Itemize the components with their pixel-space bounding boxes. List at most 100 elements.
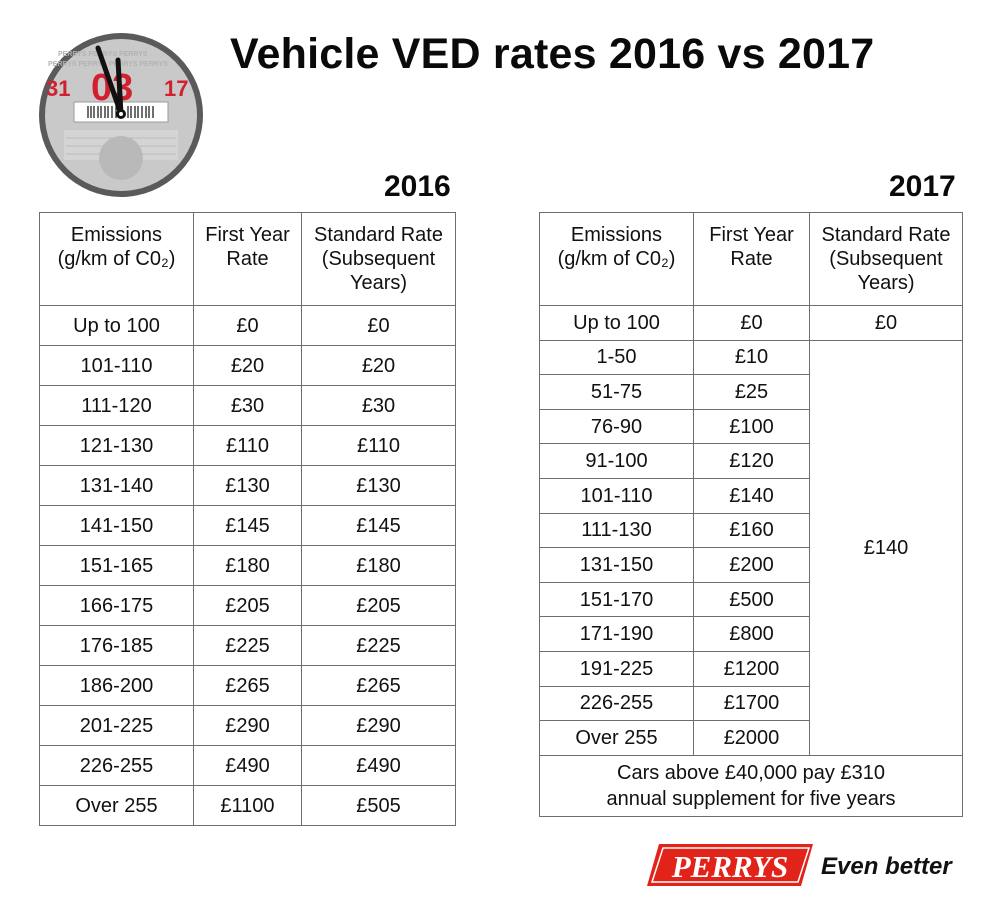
emissions-cell: 91-100 xyxy=(539,443,694,479)
emissions-cell: 76-90 xyxy=(539,408,694,445)
table-row: 121-130 £110 £110 xyxy=(39,425,456,466)
standard-rate-cell: £205 xyxy=(301,585,456,626)
first-year-cell: £500 xyxy=(693,581,810,618)
emissions-cell: 151-165 xyxy=(39,545,194,586)
emissions-cell: Up to 100 xyxy=(39,305,194,346)
emissions-cell: 226-255 xyxy=(39,745,194,786)
emissions-cell: Over 255 xyxy=(39,785,194,826)
perrys-logo: PERRYS Even better xyxy=(647,844,953,886)
table-row: 91-100 £120 xyxy=(539,443,963,479)
standard-rate-cell: £505 xyxy=(301,785,456,826)
svg-text:17: 17 xyxy=(164,76,188,101)
emissions-cell: 111-130 xyxy=(539,512,694,549)
emissions-cell: 121-130 xyxy=(39,425,194,466)
table-row: Over 255 £2000 xyxy=(539,720,963,756)
table-row: 166-175 £205 £205 xyxy=(39,585,456,626)
header-first-year: First Year Rate xyxy=(693,212,810,306)
standard-rate-merged-cell: £140 xyxy=(809,339,963,756)
table-row: 186-200 £265 £265 xyxy=(39,665,456,706)
table-row: 201-225 £290 £290 xyxy=(39,705,456,746)
svg-text:31: 31 xyxy=(46,76,70,101)
first-year-cell: £200 xyxy=(693,547,810,583)
first-year-cell: £160 xyxy=(693,512,810,549)
table-row: 131-150 £200 xyxy=(539,547,963,583)
first-year-cell: £290 xyxy=(193,705,302,746)
emissions-cell: 131-150 xyxy=(539,547,694,583)
supplement-note: Cars above £40,000 pay £310 annual suppl… xyxy=(539,754,963,817)
first-year-cell: £110 xyxy=(193,425,302,466)
standard-rate-cell: £180 xyxy=(301,545,456,586)
table-row: 111-120 £30 £30 xyxy=(39,385,456,426)
standard-rate-cell: £225 xyxy=(301,625,456,666)
rates-table-2016: Emissions (g/km of C0₂) First Year Rate … xyxy=(39,212,456,826)
emissions-cell: 101-110 xyxy=(39,345,194,386)
emissions-cell: 201-225 xyxy=(39,705,194,746)
first-year-cell: £30 xyxy=(193,385,302,426)
standard-rate-cell: £110 xyxy=(301,425,456,466)
header-emissions-text: Emissions (g/km of C0₂) xyxy=(557,224,676,270)
first-year-cell: £20 xyxy=(193,345,302,386)
year-heading-2017: 2017 xyxy=(889,170,956,203)
header-first-year: First Year Rate xyxy=(193,212,302,306)
standard-rate-cell: £490 xyxy=(301,745,456,786)
emissions-cell: 111-120 xyxy=(39,385,194,426)
emissions-cell: 176-185 xyxy=(39,625,194,666)
emissions-cell: 191-225 xyxy=(539,650,694,687)
emissions-cell: 51-75 xyxy=(539,374,694,410)
first-year-cell: £225 xyxy=(193,625,302,666)
svg-text:PERRYS PERRYS PERRYS PERRYS: PERRYS PERRYS PERRYS PERRYS xyxy=(48,61,168,68)
header-emissions: Emissions (g/km of C0₂) xyxy=(39,212,194,306)
first-year-cell: £140 xyxy=(693,477,810,514)
header-first-year-text: First Year Rate xyxy=(709,224,794,270)
table-row: Up to 100 £0 £0 xyxy=(39,305,456,346)
table-row: 226-255 £1700 xyxy=(539,685,963,722)
table-row: 176-185 £225 £225 xyxy=(39,625,456,666)
table-row: 171-190 £800 xyxy=(539,616,963,652)
table-row: 1-50 £10 £140 xyxy=(539,339,963,756)
table-row: 51-75 £25 xyxy=(539,374,963,410)
first-year-cell: £2000 xyxy=(693,720,810,756)
logo-tagline-text: Even better xyxy=(821,853,953,880)
table-row: 151-170 £500 xyxy=(539,581,963,618)
rates-table-2017: Emissions (g/km of C0₂) First Year Rate … xyxy=(539,212,963,817)
tax-disc-clock-icon: PERRYS PERRYS PERRYS PERRYS PERRYS PERRY… xyxy=(39,33,203,197)
emissions-cell: 226-255 xyxy=(539,685,694,722)
page-title: Vehicle VED rates 2016 vs 2017 xyxy=(230,30,875,78)
first-year-cell: £100 xyxy=(693,408,810,445)
emissions-cell: 101-110 xyxy=(539,477,694,514)
header-standard-rate: Standard Rate (Subsequent Years) xyxy=(809,212,963,306)
first-year-cell: £145 xyxy=(193,505,302,546)
first-year-cell: £25 xyxy=(693,374,810,410)
standard-rate-cell: £290 xyxy=(301,705,456,746)
emissions-cell: Up to 100 xyxy=(539,305,694,341)
first-year-cell: £120 xyxy=(693,443,810,479)
header-standard-rate: Standard Rate (Subsequent Years) xyxy=(301,212,456,306)
first-year-cell: £265 xyxy=(193,665,302,706)
table-row: Up to 100 £0 £0 xyxy=(539,305,963,341)
first-year-cell: £205 xyxy=(193,585,302,626)
first-year-cell: £0 xyxy=(193,305,302,346)
table-row: 111-130 £160 xyxy=(539,512,963,549)
first-year-cell: £130 xyxy=(193,465,302,506)
emissions-cell: 166-175 xyxy=(39,585,194,626)
header-emissions: Emissions (g/km of C0₂) xyxy=(539,212,694,306)
table-row: 226-255 £490 £490 xyxy=(39,745,456,786)
logo-red-slant xyxy=(647,844,813,886)
emissions-cell: 1-50 xyxy=(539,339,694,376)
emissions-cell: 171-190 xyxy=(539,616,694,652)
emissions-cell: 151-170 xyxy=(539,581,694,618)
first-year-cell: £10 xyxy=(693,339,810,376)
standard-rate-cell: £145 xyxy=(301,505,456,546)
emissions-cell: Over 255 xyxy=(539,720,694,756)
table-row: 101-110 £20 £20 xyxy=(39,345,456,386)
table-row: 101-110 £140 xyxy=(539,477,963,514)
first-year-cell: £1100 xyxy=(193,785,302,826)
table-row: 131-140 £130 £130 xyxy=(39,465,456,506)
standard-rate-cell: £130 xyxy=(301,465,456,506)
table-row: 141-150 £145 £145 xyxy=(39,505,456,546)
note-row: Cars above £40,000 pay £310 annual suppl… xyxy=(539,754,963,817)
first-year-cell: £490 xyxy=(193,745,302,786)
header-standard-rate-text: Standard Rate (Subsequent Years) xyxy=(821,224,951,294)
standard-rate-cell: £265 xyxy=(301,665,456,706)
first-year-cell: £800 xyxy=(693,616,810,652)
